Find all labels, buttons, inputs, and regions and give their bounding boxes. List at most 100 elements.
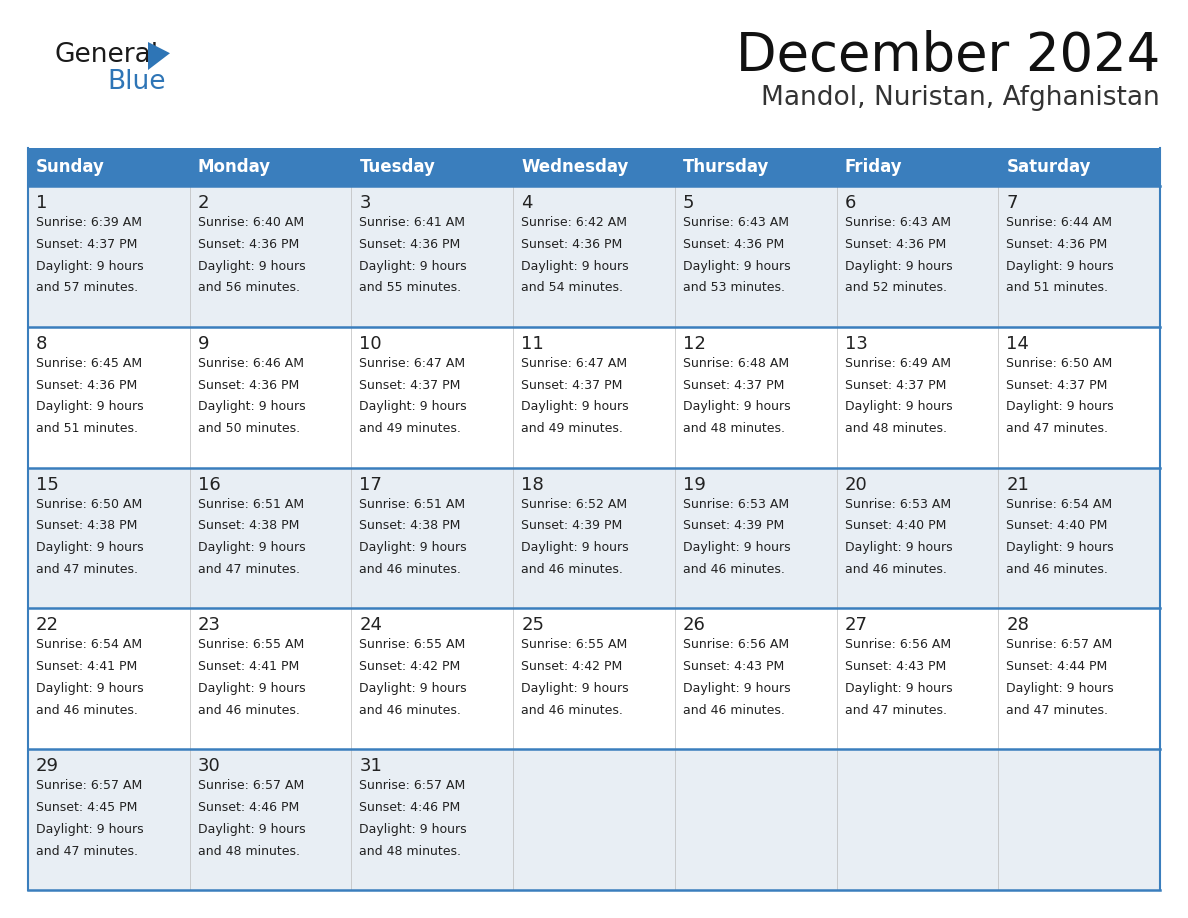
Text: 22: 22 (36, 616, 59, 634)
Text: Sunset: 4:38 PM: Sunset: 4:38 PM (197, 520, 299, 532)
Text: Daylight: 9 hours: Daylight: 9 hours (360, 682, 467, 695)
Text: Sunrise: 6:50 AM: Sunrise: 6:50 AM (1006, 357, 1112, 370)
Text: Daylight: 9 hours: Daylight: 9 hours (1006, 682, 1114, 695)
Text: and 49 minutes.: and 49 minutes. (360, 422, 461, 435)
Text: Sunrise: 6:42 AM: Sunrise: 6:42 AM (522, 216, 627, 229)
Text: and 47 minutes.: and 47 minutes. (36, 563, 138, 577)
Text: Sunset: 4:43 PM: Sunset: 4:43 PM (683, 660, 784, 673)
Bar (998, 609, 1159, 749)
Text: Sunrise: 6:57 AM: Sunrise: 6:57 AM (1006, 638, 1112, 652)
Text: Sunset: 4:36 PM: Sunset: 4:36 PM (845, 238, 946, 251)
Bar (836, 327, 998, 467)
Text: Sunset: 4:36 PM: Sunset: 4:36 PM (683, 238, 784, 251)
Text: Daylight: 9 hours: Daylight: 9 hours (360, 260, 467, 273)
Text: Sunrise: 6:45 AM: Sunrise: 6:45 AM (36, 357, 143, 370)
Text: 9: 9 (197, 335, 209, 353)
Bar (675, 749, 836, 890)
Text: Sunset: 4:39 PM: Sunset: 4:39 PM (522, 520, 623, 532)
Text: Sunday: Sunday (36, 158, 105, 176)
Bar (190, 467, 352, 609)
Bar (675, 327, 836, 467)
Text: 2: 2 (197, 194, 209, 212)
Text: Daylight: 9 hours: Daylight: 9 hours (36, 682, 144, 695)
Text: Mandol, Nuristan, Afghanistan: Mandol, Nuristan, Afghanistan (762, 85, 1159, 111)
Text: Saturday: Saturday (1006, 158, 1091, 176)
Text: Sunset: 4:38 PM: Sunset: 4:38 PM (36, 520, 138, 532)
Text: Daylight: 9 hours: Daylight: 9 hours (197, 400, 305, 413)
Text: Sunrise: 6:47 AM: Sunrise: 6:47 AM (360, 357, 466, 370)
Text: Sunrise: 6:49 AM: Sunrise: 6:49 AM (845, 357, 950, 370)
Text: 10: 10 (360, 335, 383, 353)
Text: Sunset: 4:40 PM: Sunset: 4:40 PM (845, 520, 946, 532)
Text: Sunset: 4:36 PM: Sunset: 4:36 PM (197, 378, 299, 392)
Text: Sunset: 4:40 PM: Sunset: 4:40 PM (1006, 520, 1107, 532)
Text: Sunrise: 6:44 AM: Sunrise: 6:44 AM (1006, 216, 1112, 229)
Text: 16: 16 (197, 476, 221, 494)
Text: and 51 minutes.: and 51 minutes. (36, 422, 138, 435)
Text: and 46 minutes.: and 46 minutes. (522, 563, 623, 577)
Text: Sunrise: 6:43 AM: Sunrise: 6:43 AM (845, 216, 950, 229)
Text: Sunset: 4:45 PM: Sunset: 4:45 PM (36, 801, 138, 814)
Text: Daylight: 9 hours: Daylight: 9 hours (845, 260, 953, 273)
Text: Daylight: 9 hours: Daylight: 9 hours (36, 542, 144, 554)
Polygon shape (148, 42, 170, 70)
Text: Sunrise: 6:48 AM: Sunrise: 6:48 AM (683, 357, 789, 370)
Text: Daylight: 9 hours: Daylight: 9 hours (845, 400, 953, 413)
Text: Daylight: 9 hours: Daylight: 9 hours (683, 400, 790, 413)
Text: Sunrise: 6:55 AM: Sunrise: 6:55 AM (360, 638, 466, 652)
Text: and 46 minutes.: and 46 minutes. (522, 704, 623, 717)
Text: and 46 minutes.: and 46 minutes. (683, 563, 785, 577)
Text: Sunset: 4:43 PM: Sunset: 4:43 PM (845, 660, 946, 673)
Text: Blue: Blue (107, 69, 165, 95)
Text: Sunset: 4:36 PM: Sunset: 4:36 PM (197, 238, 299, 251)
Text: and 46 minutes.: and 46 minutes. (683, 704, 785, 717)
Text: and 53 minutes.: and 53 minutes. (683, 282, 785, 295)
Bar (190, 186, 352, 327)
Text: and 57 minutes.: and 57 minutes. (36, 282, 138, 295)
Text: Sunset: 4:37 PM: Sunset: 4:37 PM (683, 378, 784, 392)
Text: and 52 minutes.: and 52 minutes. (845, 282, 947, 295)
Text: and 51 minutes.: and 51 minutes. (1006, 282, 1108, 295)
Text: Sunrise: 6:55 AM: Sunrise: 6:55 AM (197, 638, 304, 652)
Bar (352, 609, 513, 749)
Text: 19: 19 (683, 476, 706, 494)
Text: and 48 minutes.: and 48 minutes. (197, 845, 299, 857)
Text: and 47 minutes.: and 47 minutes. (36, 845, 138, 857)
Text: Sunrise: 6:57 AM: Sunrise: 6:57 AM (36, 779, 143, 792)
Text: Daylight: 9 hours: Daylight: 9 hours (522, 542, 628, 554)
Bar (29, 467, 190, 609)
Text: 28: 28 (1006, 616, 1029, 634)
Text: and 47 minutes.: and 47 minutes. (1006, 704, 1108, 717)
Text: Daylight: 9 hours: Daylight: 9 hours (197, 682, 305, 695)
Bar (675, 186, 836, 327)
Text: 1: 1 (36, 194, 48, 212)
Bar (352, 186, 513, 327)
Text: Daylight: 9 hours: Daylight: 9 hours (845, 682, 953, 695)
Text: 26: 26 (683, 616, 706, 634)
Text: and 46 minutes.: and 46 minutes. (845, 563, 947, 577)
Bar (513, 749, 675, 890)
Bar (675, 609, 836, 749)
Text: Sunset: 4:46 PM: Sunset: 4:46 PM (360, 801, 461, 814)
Text: Sunrise: 6:41 AM: Sunrise: 6:41 AM (360, 216, 466, 229)
Text: Daylight: 9 hours: Daylight: 9 hours (683, 260, 790, 273)
Bar (836, 467, 998, 609)
Text: 11: 11 (522, 335, 544, 353)
Text: 3: 3 (360, 194, 371, 212)
Text: Sunrise: 6:52 AM: Sunrise: 6:52 AM (522, 498, 627, 510)
Text: Thursday: Thursday (683, 158, 770, 176)
Text: Daylight: 9 hours: Daylight: 9 hours (360, 400, 467, 413)
Text: 25: 25 (522, 616, 544, 634)
Bar (190, 749, 352, 890)
Text: Friday: Friday (845, 158, 902, 176)
Bar (513, 609, 675, 749)
Bar (352, 327, 513, 467)
Text: Daylight: 9 hours: Daylight: 9 hours (197, 542, 305, 554)
Text: 27: 27 (845, 616, 867, 634)
Text: 15: 15 (36, 476, 59, 494)
Bar (836, 749, 998, 890)
Text: and 46 minutes.: and 46 minutes. (360, 704, 461, 717)
Bar (29, 749, 190, 890)
Text: Sunrise: 6:47 AM: Sunrise: 6:47 AM (522, 357, 627, 370)
Text: Sunrise: 6:40 AM: Sunrise: 6:40 AM (197, 216, 304, 229)
